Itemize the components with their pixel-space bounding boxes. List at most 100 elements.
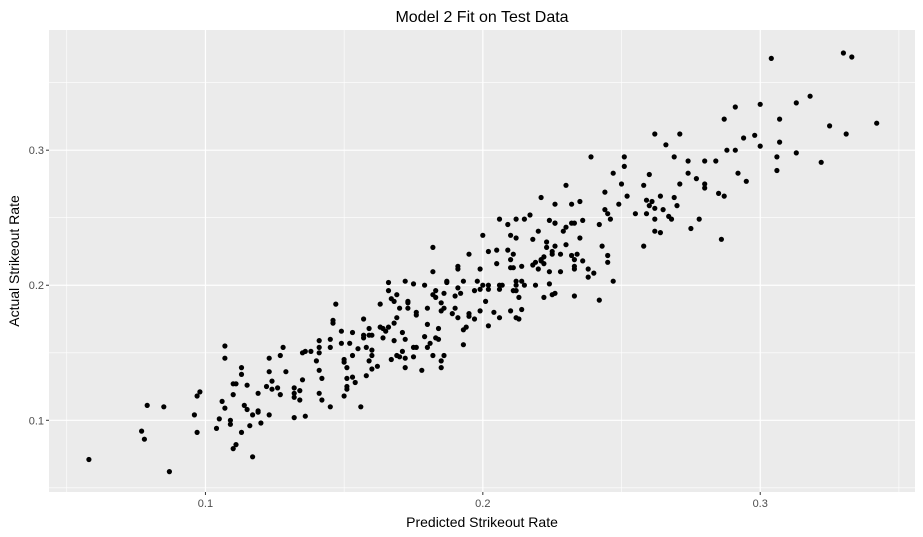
data-point	[316, 390, 322, 396]
data-point	[485, 248, 491, 255]
data-point	[496, 216, 503, 222]
data-point	[191, 412, 197, 418]
data-point	[485, 323, 491, 329]
data-point	[513, 282, 519, 288]
data-point	[685, 158, 691, 164]
data-point	[491, 309, 497, 315]
data-point	[563, 224, 569, 230]
data-point	[677, 131, 683, 137]
data-point	[291, 385, 297, 391]
data-point	[291, 415, 297, 421]
x-tick-label: 0.2	[475, 498, 490, 510]
data-point	[250, 454, 256, 460]
data-point	[341, 393, 347, 399]
data-point	[355, 346, 361, 352]
data-point	[141, 436, 147, 442]
data-point	[194, 393, 200, 399]
data-point	[194, 429, 200, 435]
data-point	[410, 354, 417, 360]
data-point	[302, 348, 308, 354]
data-point	[510, 265, 516, 271]
data-point	[460, 342, 466, 348]
data-point	[649, 198, 655, 205]
data-point	[241, 402, 247, 408]
data-point	[577, 198, 583, 205]
data-point	[605, 211, 611, 217]
data-point	[535, 266, 541, 272]
data-point	[402, 355, 408, 361]
data-point	[521, 216, 528, 222]
data-point	[530, 236, 536, 242]
data-point	[652, 131, 658, 137]
data-point	[438, 300, 444, 306]
y-tick-label: 0.1	[29, 415, 44, 427]
data-point	[538, 194, 544, 201]
data-point	[519, 263, 525, 269]
x-axis-label: Predicted Strikeout Rate	[406, 514, 558, 530]
data-point	[352, 379, 358, 386]
data-point	[657, 193, 664, 199]
data-point	[244, 382, 250, 388]
data-point	[596, 297, 602, 303]
data-point	[222, 405, 228, 411]
data-point	[263, 383, 270, 390]
axis-ticks: 0.1 0.2 0.3 0.1 0.2 0.3	[29, 145, 768, 510]
y-tick-label: 0.3	[29, 145, 44, 157]
data-point	[238, 371, 245, 377]
data-point	[721, 193, 727, 199]
data-point	[569, 201, 575, 207]
data-point	[513, 288, 519, 294]
data-point	[544, 244, 550, 250]
data-point	[250, 412, 256, 418]
data-point	[732, 147, 738, 153]
data-point	[230, 392, 236, 398]
data-point	[508, 232, 514, 238]
data-point	[405, 305, 411, 311]
data-point	[571, 293, 578, 299]
data-point	[621, 163, 627, 169]
data-point	[652, 216, 658, 222]
data-point	[399, 329, 405, 336]
data-point	[213, 425, 220, 431]
data-point	[319, 375, 325, 381]
data-point	[277, 392, 283, 398]
data-point	[197, 389, 203, 395]
data-point	[460, 278, 466, 284]
data-point	[485, 286, 491, 292]
data-point	[668, 216, 675, 222]
data-point	[777, 139, 783, 145]
data-point	[657, 230, 664, 236]
data-point	[546, 217, 553, 223]
data-point	[402, 336, 408, 342]
data-point	[291, 390, 297, 396]
data-point	[385, 324, 392, 330]
data-point	[671, 154, 677, 160]
data-point	[374, 363, 380, 369]
data-point	[316, 350, 322, 356]
data-point	[424, 305, 430, 311]
data-point	[280, 344, 286, 350]
data-point	[316, 344, 322, 350]
data-point	[419, 367, 425, 373]
data-point	[768, 55, 774, 62]
data-point	[349, 374, 356, 380]
data-point	[302, 413, 308, 419]
data-point	[774, 154, 780, 160]
data-point	[616, 201, 622, 207]
data-point	[244, 406, 250, 413]
data-point	[358, 404, 364, 410]
data-point	[397, 305, 403, 311]
data-point	[818, 159, 824, 165]
data-point	[144, 402, 150, 408]
data-point	[255, 390, 261, 396]
data-point	[452, 305, 458, 311]
data-point	[471, 288, 478, 294]
data-point	[455, 315, 461, 321]
data-point	[438, 358, 444, 364]
data-point	[391, 320, 397, 326]
data-point	[349, 352, 356, 359]
data-point	[380, 335, 386, 341]
data-point	[480, 282, 486, 288]
data-point	[532, 259, 539, 265]
data-point	[752, 132, 758, 138]
